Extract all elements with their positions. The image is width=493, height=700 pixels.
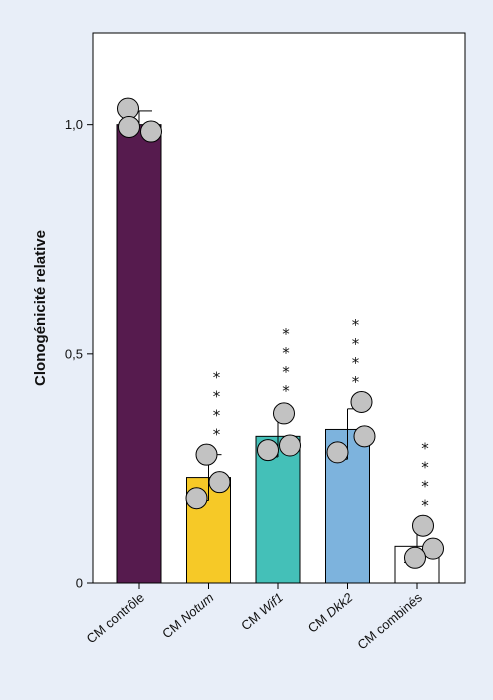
significance-star-1-2: *	[213, 407, 221, 425]
data-point-2-1	[257, 439, 279, 462]
y-tick-label-2: 1,0	[65, 117, 83, 132]
significance-star-4-0: *	[421, 440, 429, 458]
data-point-4-0	[412, 514, 434, 537]
data-point-0-2	[118, 115, 140, 138]
significance-star-4-3: *	[421, 497, 429, 515]
x-tick-label-1: CM Notum	[159, 590, 216, 642]
data-point-3-2	[353, 425, 376, 448]
significance-star-1-0: *	[213, 369, 221, 387]
significance-star-2-0: *	[282, 325, 290, 343]
data-point-1-1	[208, 471, 231, 494]
significance-star-3-3: *	[352, 373, 360, 391]
significance-star-2-2: *	[282, 363, 290, 381]
y-tick-label-1: 0,5	[65, 346, 83, 361]
data-point-4-1	[422, 537, 444, 560]
x-label-name-4: combinés	[373, 589, 426, 637]
y-axis: 0 0,5 1,0	[65, 117, 93, 591]
significance-star-4-1: *	[421, 459, 429, 477]
significance-star-3-1: *	[352, 335, 360, 353]
significance-star-2-3: *	[282, 382, 290, 400]
bar-2	[255, 435, 301, 584]
significance-star-1-3: *	[213, 426, 221, 444]
significance-layer: ****************	[213, 316, 430, 515]
significance-star-3-0: *	[352, 316, 360, 334]
data-point-0-0	[117, 97, 139, 120]
bar-0	[116, 124, 162, 584]
data-point-4-2	[404, 546, 426, 569]
data-point-1-0	[195, 443, 218, 466]
bars-layer	[116, 124, 440, 584]
significance-star-3-2: *	[352, 354, 360, 372]
x-tick-label-2: CM Wif1	[238, 590, 286, 633]
significance-star-1-1: *	[213, 388, 221, 406]
x-tick-label-3: CM Dkk2	[305, 589, 356, 635]
data-point-2-2	[279, 434, 301, 457]
data-point-1-2	[185, 487, 208, 510]
data-point-0-1	[140, 120, 162, 143]
data-points-layer	[117, 97, 444, 569]
x-label-name-1: Notum	[177, 590, 216, 626]
significance-star-2-1: *	[282, 344, 290, 362]
data-point-3-0	[350, 390, 373, 413]
x-tick-label-4: CM combinés	[354, 589, 425, 652]
data-point-3-1	[326, 441, 349, 464]
x-label-name-3: Dkk2	[323, 589, 356, 620]
y-tick-label-0: 0	[76, 576, 83, 591]
data-point-2-0	[273, 402, 295, 425]
x-tick-label-0: CM contrôle	[84, 590, 147, 647]
plot-frame	[92, 32, 466, 584]
significance-star-4-2: *	[421, 478, 429, 496]
x-label-name-0: contrôle	[102, 590, 147, 631]
y-axis-title: Clonogénicité relative	[32, 230, 49, 386]
